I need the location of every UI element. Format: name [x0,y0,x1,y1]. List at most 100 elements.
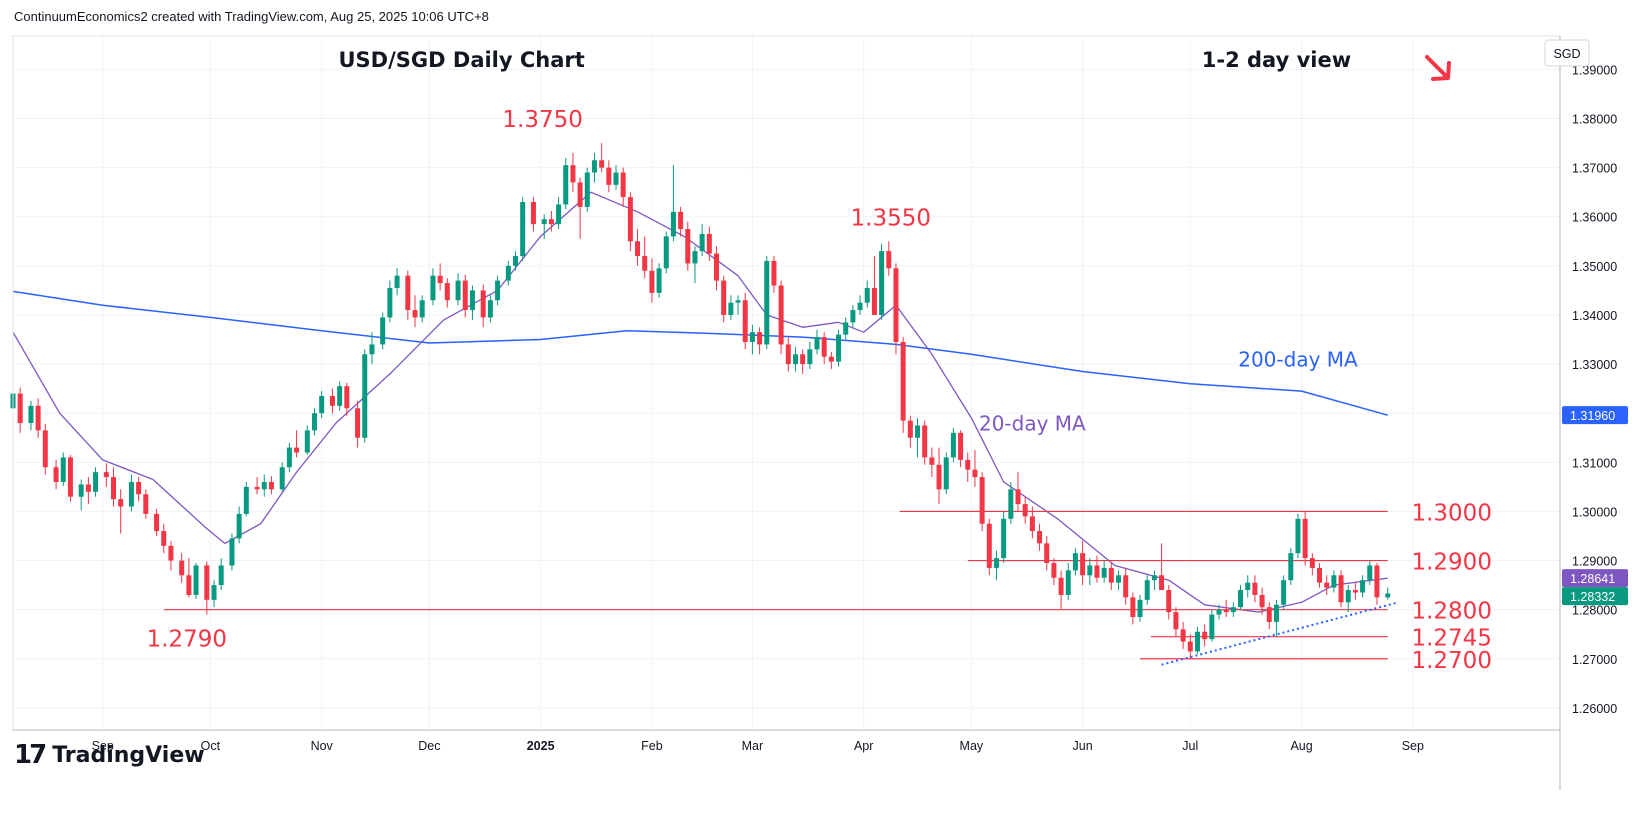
candle-down [685,221,691,271]
candle-body [1101,567,1107,578]
y-tick-label: 1.31000 [1572,456,1617,470]
candle-up [563,157,569,210]
candle-body [807,349,813,365]
candle-body [355,408,361,438]
candle-body [706,233,712,254]
x-tick-label: Aug [1290,739,1312,753]
tradingview-logo[interactable]: 17 TradingView [14,740,205,770]
candle-down [1309,553,1315,576]
candle-body [430,275,436,301]
candle-down [742,292,748,350]
candle-body [35,405,41,431]
candle-down [530,197,536,232]
y-tick-label: 1.33000 [1572,358,1617,372]
candle-down [85,477,91,505]
candle-down [1080,540,1086,586]
candle-up [591,152,597,183]
candle-down [1302,511,1308,566]
candle-down [17,387,23,433]
candle-body [128,481,134,507]
candle-body [78,484,84,497]
candle-up [843,317,849,340]
candle-body [337,386,343,406]
candle-body [437,275,443,284]
candle-body [1166,590,1172,613]
candle-body [17,393,23,424]
candle-down [1317,563,1323,588]
candle-body [1252,582,1258,595]
candle-body [828,356,834,362]
candle-body [893,268,899,342]
candle-body [1209,614,1215,640]
candle-body [670,211,676,237]
candle-body [692,251,698,264]
candle-body [1065,570,1071,595]
level-annotation: 1.2800 [1411,599,1491,625]
plot-frame [12,35,1561,731]
candle-body [85,484,91,492]
candle-body [843,322,849,335]
candle-body [236,513,242,539]
candle-body [907,420,913,438]
candle-up [1230,602,1236,618]
candle-up [211,580,217,608]
candle-body [462,280,468,311]
candle-body [60,457,66,482]
candle-down [706,226,712,261]
level-annotation: 1.2790 [147,627,227,653]
candle-body [649,270,655,293]
candle-up [495,275,501,306]
candle-body [764,260,770,345]
candle-body [143,494,149,514]
price-label-bg [1562,406,1628,425]
candle-body [1360,580,1366,593]
candle-up [1345,585,1351,613]
candle-down [1180,621,1186,649]
candle-body [548,219,554,225]
currency-badge[interactable]: SGD [1544,39,1590,67]
candle-down [828,351,834,370]
candle-up [229,533,235,571]
candle-up [943,452,949,495]
candle-down [444,278,450,308]
candle-up [1072,548,1078,576]
candle-body [836,334,842,362]
candle-body [1216,609,1222,615]
candle-down [437,263,443,291]
candle-down [907,415,913,448]
candle-body [563,165,569,205]
candle-up [1238,585,1244,610]
candle-down [900,337,906,433]
candle-body [685,229,691,264]
candle-up [993,550,999,581]
candle-body [871,287,877,315]
trendline-layer [1161,601,1399,666]
candle-body [1273,604,1279,622]
candles [10,143,1391,659]
candle-down [800,349,806,374]
tradingview-logo-icon: 17 [14,740,47,770]
candle-body [419,300,425,318]
candle-body [161,531,167,546]
candle-down [204,561,210,615]
candle-down [412,295,418,328]
candle-up [613,165,619,190]
candle-body [487,300,493,318]
candle-body [211,585,217,600]
candle-down [678,206,684,237]
x-tick-label: Nov [311,739,334,753]
candle-body [93,472,99,492]
candle-down [570,152,576,193]
candle-up [243,481,249,517]
candle-body [1173,612,1179,630]
candle-body [286,447,292,468]
candle-body [405,275,411,311]
candle-body [749,332,755,342]
candle-body [412,310,418,318]
candle-down [1259,587,1265,615]
candle-down [480,284,486,328]
level-annotation: 1.2745 [1411,626,1491,652]
candle-body [1194,631,1200,652]
y-tick-label: 1.30000 [1572,505,1617,519]
